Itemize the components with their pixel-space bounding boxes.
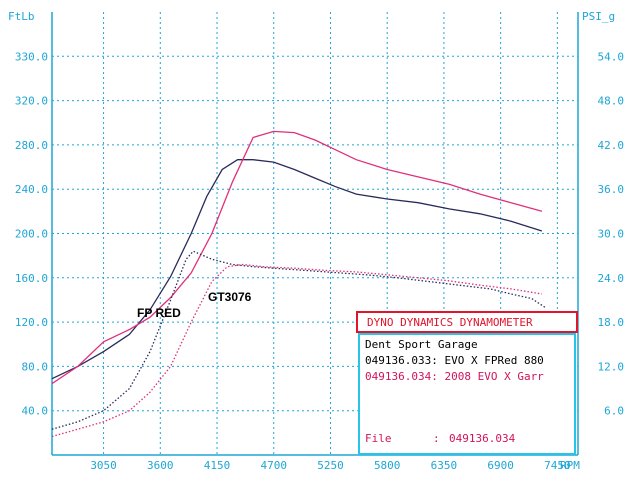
y-right-tick-label: 48.0 [598, 95, 625, 108]
x-tick-label: 4700 [260, 459, 287, 472]
y-right-tick-label: 18.0 [598, 316, 625, 329]
dyno-title-box: DYNO DYNAMICS DYNAMOMETER [356, 311, 578, 333]
y-left-tick-label: 330.0 [15, 50, 48, 63]
y-left-tick-label: 120.0 [15, 316, 48, 329]
y-left-tick-label: 40.0 [22, 405, 49, 418]
file-label: File [365, 432, 392, 445]
y-right-tick-label: 54.0 [598, 50, 625, 63]
y-right-tick-label: 36.0 [598, 183, 625, 196]
tick-labels: 3050 3600 4150 4700 5250 5800 6350 6900 7450 54.0… [15, 50, 624, 472]
y-right-tick-label: 6.0 [604, 405, 624, 418]
y-left-tick-label: 200.0 [15, 228, 48, 241]
run-info-box: Dent Sport Garage 049136.033: EVO X FPRe… [358, 333, 576, 455]
y-left-tick-label: 80.0 [22, 360, 49, 373]
series-line-2 [51, 250, 546, 430]
dyno-title: DYNO DYNAMICS DYNAMOMETER [367, 316, 533, 329]
x-tick-label: 4150 [204, 459, 231, 472]
x-tick-label: 6350 [431, 459, 458, 472]
annotation-gt3076: GT3076 [208, 290, 252, 304]
y-left-axis-label: FtLb [8, 10, 35, 23]
y-left-tick-label: 280.0 [15, 139, 48, 152]
x-tick-label: 7450 [544, 459, 571, 472]
x-tick-label: 5250 [317, 459, 344, 472]
grid [52, 12, 578, 455]
y-right-tick-label: 30.0 [598, 228, 625, 241]
x-tick-label: 3600 [147, 459, 174, 472]
x-tick-label: 6900 [487, 459, 514, 472]
run2-label: 049136.034: 2008 EVO X Garr [365, 370, 544, 383]
series-line-0 [51, 159, 543, 380]
x-axis-label: RPM [560, 459, 580, 472]
x-tick-label: 3050 [90, 459, 117, 472]
garage-name: Dent Sport Garage [365, 338, 478, 351]
y-right-tick-label: 42.0 [598, 139, 625, 152]
series-line-1 [51, 130, 543, 385]
y-right-tick-label: 12.0 [598, 360, 625, 373]
y-right-tick-label: 24.0 [598, 272, 625, 285]
file-separator: : [433, 432, 440, 445]
series-line-3 [51, 263, 543, 438]
series-layer [51, 130, 546, 438]
y-left-tick-label: 320.0 [15, 95, 48, 108]
x-tick-label: 5800 [374, 459, 401, 472]
file-value: 049136.034 [449, 432, 516, 445]
y-left-tick-label: 240.0 [15, 183, 48, 196]
annotation-fp-red: FP RED [137, 306, 181, 320]
y-right-axis-label: PSI_g [582, 10, 615, 23]
run1-label: 049136.033: EVO X FPRed 880 [365, 354, 544, 367]
y-left-tick-label: 160.0 [15, 272, 48, 285]
